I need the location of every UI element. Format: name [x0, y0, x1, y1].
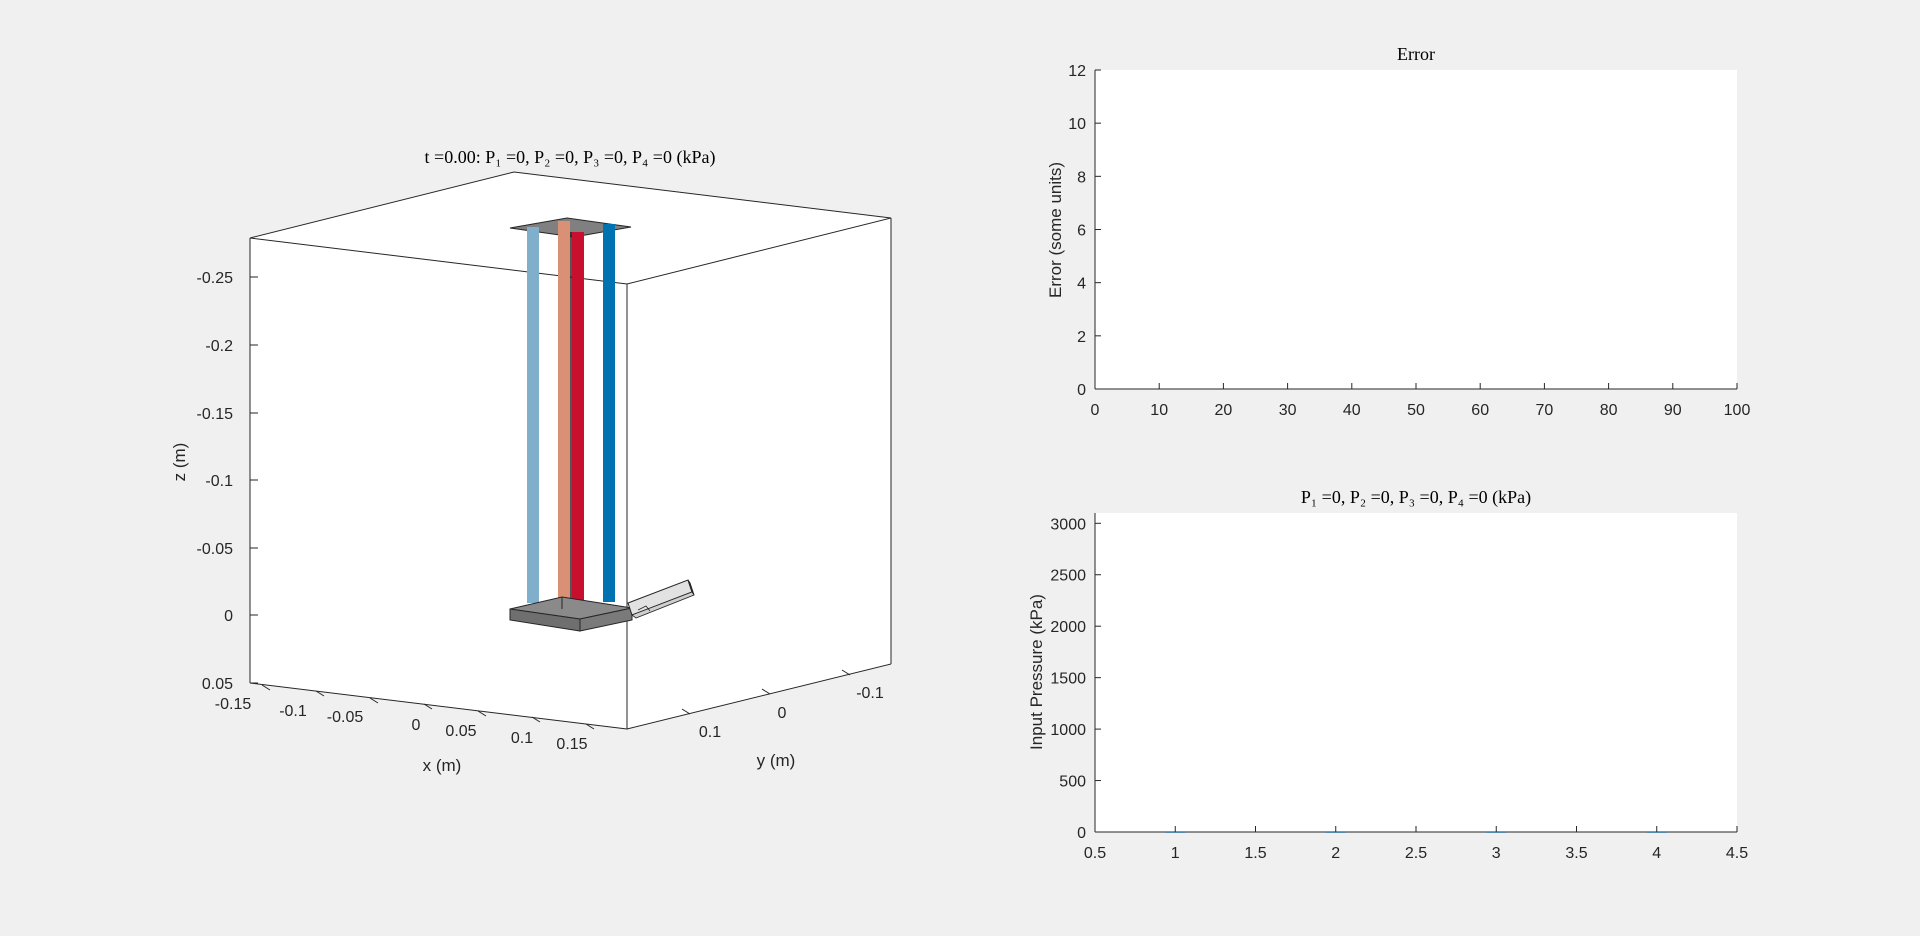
rod-4 [603, 224, 615, 602]
robot-gripper-notch [637, 605, 651, 612]
pressure-y-tick-label: 500 [1059, 774, 1086, 791]
z-tick-label: 0.05 [202, 676, 233, 693]
z-axis-tick-labels: -0.25 -0.2 -0.15 -0.1 -0.05 0 0.05 [197, 270, 234, 693]
y-tick-label: 0 [778, 705, 787, 722]
pressure-x-tick-label: 4.5 [1726, 845, 1748, 862]
x-tick-label: 0.1 [511, 730, 533, 747]
x-axis-label: x (m) [423, 756, 462, 775]
plot3d-title: t =0.00: P₁ =0, P₂ =0, P₃ =0, P₄ =0 (kPa… [425, 147, 716, 168]
z-axis-label: z (m) [170, 443, 189, 482]
pressure-x-ticks: 0.5 1 1.5 2 2.5 3 3.5 4 4.5 [1084, 826, 1748, 862]
error-y-ticks: 0 2 4 6 8 10 12 [1068, 63, 1101, 399]
pressure-y-tick-label: 1500 [1050, 671, 1086, 688]
x-tick-label: 0.05 [445, 723, 476, 740]
pressure-y-axis-label: Input Pressure (kPa) [1027, 594, 1046, 750]
pressure-x-tick-label: 3.5 [1565, 845, 1587, 862]
error-x-tick-label: 50 [1407, 402, 1425, 419]
error-x-tick-label: 30 [1279, 402, 1297, 419]
error-x-tick-label: 0 [1091, 402, 1100, 419]
pressure-plot-area [1095, 513, 1737, 832]
pressure-x-tick-label: 2 [1331, 845, 1340, 862]
pressure-bar [1646, 832, 1667, 833]
error-x-tick-label: 40 [1343, 402, 1361, 419]
robot-gripper-lower [631, 591, 695, 619]
y-tick-label: -0.1 [856, 685, 884, 702]
error-chart[interactable]: 0 10 20 30 40 50 60 70 80 90 100 0 2 4 6 8 10 12 Error E… [1046, 44, 1750, 419]
pressure-y-tick-label: 3000 [1050, 516, 1086, 533]
x-tick-label: 0.15 [556, 736, 587, 753]
error-y-tick-label: 0 [1077, 382, 1086, 399]
pressure-bar [1325, 832, 1346, 833]
z-axis-tick-marks [250, 276, 258, 684]
rod-3 [572, 232, 584, 600]
error-y-tick-label: 10 [1068, 116, 1086, 133]
error-x-tick-label: 10 [1150, 402, 1168, 419]
x-tick-label: -0.15 [215, 696, 252, 713]
error-x-tick-label: 100 [1724, 402, 1751, 419]
pressure-chart-title: P₁ =0, P₂ =0, P₃ =0, P₄ =0 (kPa) [1301, 487, 1531, 508]
pressure-y-tick-label: 1000 [1050, 722, 1086, 739]
z-tick-label: -0.25 [197, 270, 234, 287]
error-x-tick-label: 20 [1215, 402, 1233, 419]
error-x-tick-label: 90 [1664, 402, 1682, 419]
z-tick-label: -0.1 [205, 473, 233, 490]
rod-1 [527, 227, 539, 603]
pressure-x-tick-label: 4 [1652, 845, 1661, 862]
error-x-ticks: 0 10 20 30 40 50 60 70 80 90 100 [1091, 383, 1751, 419]
error-chart-title: Error [1397, 44, 1435, 64]
error-x-tick-label: 70 [1536, 402, 1554, 419]
pressure-y-tick-label: 2000 [1050, 619, 1086, 636]
error-y-tick-label: 4 [1077, 276, 1086, 293]
pressure-x-tick-label: 2.5 [1405, 845, 1427, 862]
x-tick-label: -0.1 [279, 703, 307, 720]
error-y-tick-label: 8 [1077, 169, 1086, 186]
robot-bottom-plate-side [579, 607, 633, 632]
axes-3d-box-edges [249, 171, 892, 730]
y-tick-label: 0.1 [699, 724, 721, 741]
z-tick-label: 0 [224, 608, 233, 625]
pressure-chart[interactable]: 0.5 1 1.5 2 2.5 3 3.5 4 4.5 0 500 1000 1500 2000 2500… [1027, 487, 1748, 862]
pressure-bar [1165, 832, 1186, 833]
error-y-tick-label: 12 [1068, 63, 1086, 80]
pressure-y-tick-label: 0 [1077, 825, 1086, 842]
rod-2 [558, 221, 570, 599]
error-y-axis-label: Error (some units) [1046, 162, 1065, 298]
robot-3d-axes[interactable]: -0.25 -0.2 -0.15 -0.1 -0.05 0 0.05 z (m)… [170, 147, 892, 775]
pressure-y-ticks: 0 500 1000 1500 2000 2500 3000 [1050, 516, 1101, 842]
error-x-tick-label: 60 [1471, 402, 1489, 419]
pressure-y-tick-label: 2500 [1050, 568, 1086, 585]
pressure-x-tick-label: 1.5 [1244, 845, 1266, 862]
pressure-x-tick-label: 1 [1171, 845, 1180, 862]
y-axis-tick-marks [681, 669, 851, 715]
x-tick-label: -0.05 [327, 709, 364, 726]
error-y-tick-label: 2 [1077, 329, 1086, 346]
y-axis-label: y (m) [757, 751, 796, 770]
y-axis-tick-labels: 0.1 0 -0.1 [699, 685, 884, 741]
z-tick-label: -0.2 [205, 338, 233, 355]
robot-top-plate [509, 217, 632, 238]
error-plot-area [1095, 70, 1737, 389]
z-tick-label: -0.15 [197, 406, 234, 423]
error-x-tick-label: 80 [1600, 402, 1618, 419]
axes-3d-box-right-face [627, 218, 891, 729]
x-tick-label: 0 [412, 717, 421, 734]
pressure-bar [1486, 832, 1507, 833]
pressure-x-tick-label: 0.5 [1084, 845, 1106, 862]
pressure-bars [1165, 832, 1667, 833]
pressure-x-tick-label: 3 [1492, 845, 1501, 862]
x-axis-tick-marks [261, 684, 595, 730]
x-axis-tick-labels: -0.15 -0.1 -0.05 0 0.05 0.1 0.15 [215, 696, 588, 753]
error-y-tick-label: 6 [1077, 223, 1086, 240]
z-tick-label: -0.05 [197, 541, 234, 558]
